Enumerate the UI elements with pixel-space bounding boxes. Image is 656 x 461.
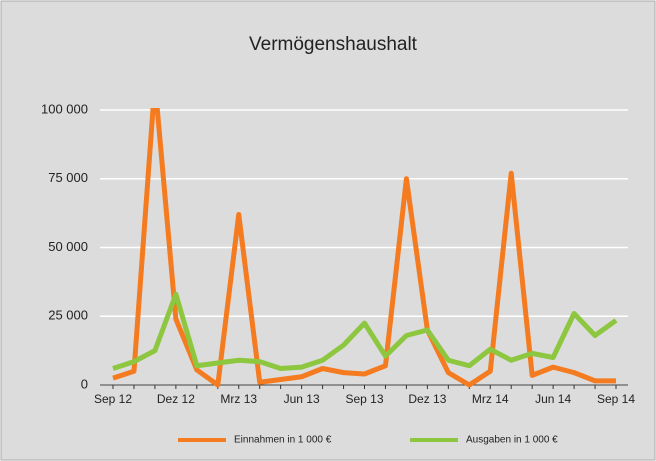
x-tick-label: Mrz 14 <box>472 392 509 406</box>
y-tick-label: 25 000 <box>48 308 88 323</box>
legend-label: Einnahmen in 1 000 € <box>234 435 332 446</box>
data-line <box>112 291 618 371</box>
chart-title: Vermögenshaushalt <box>249 34 418 55</box>
legend-label: Ausgaben in 1 000 € <box>466 435 558 446</box>
x-tick-label: Mrz 13 <box>220 392 257 406</box>
x-tick-label: Sep 14 <box>597 392 635 406</box>
x-tick-label: Dez 12 <box>157 392 195 406</box>
y-tick-label: 0 <box>81 376 88 391</box>
x-tick-label: Jun 13 <box>284 392 320 406</box>
x-tick-label: Dez 13 <box>408 392 446 406</box>
y-tick-label: 50 000 <box>48 239 88 254</box>
x-tick-label: Jun 14 <box>535 392 571 406</box>
y-tick-label: 100 000 <box>41 101 88 116</box>
x-tick-label: Sep 13 <box>345 392 383 406</box>
data-line <box>112 108 616 388</box>
y-tick-label: 75 000 <box>48 170 88 185</box>
x-tick-label: Sep 12 <box>94 392 132 406</box>
